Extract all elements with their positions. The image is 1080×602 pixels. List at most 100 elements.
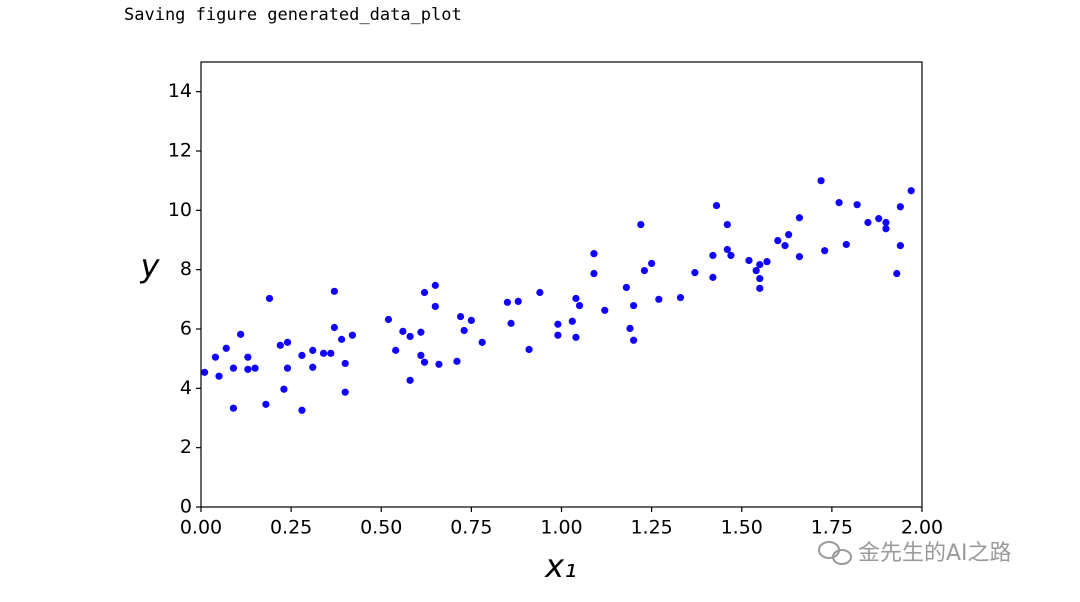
point — [211, 353, 220, 361]
y-tick-label: 4 — [180, 377, 192, 399]
point — [330, 323, 338, 332]
point — [781, 242, 789, 250]
point — [864, 218, 872, 227]
point — [327, 349, 335, 357]
point — [392, 346, 400, 354]
point — [835, 199, 843, 207]
point — [514, 297, 522, 306]
point — [417, 351, 425, 360]
point — [727, 251, 735, 260]
point — [229, 364, 238, 372]
point — [752, 266, 760, 275]
point — [341, 359, 349, 368]
point — [763, 258, 771, 266]
x-tick-label: 0.25 — [270, 517, 312, 539]
point — [630, 301, 638, 310]
x-tick-label: 1.25 — [630, 517, 672, 539]
point — [298, 351, 306, 360]
point — [460, 326, 468, 335]
point — [655, 295, 663, 303]
point — [622, 283, 630, 292]
y-tick-label: 14 — [168, 80, 192, 102]
point — [590, 269, 598, 278]
point — [568, 317, 576, 325]
point — [745, 256, 753, 265]
y-axis-label: y — [140, 247, 161, 285]
point — [626, 324, 634, 333]
point — [503, 298, 512, 306]
point — [554, 331, 562, 339]
point — [298, 406, 306, 414]
output-text: Saving figure generated_data_plot — [124, 5, 462, 25]
y-tick-label: 6 — [180, 318, 192, 340]
point — [319, 349, 328, 357]
y-tick-label: 12 — [168, 140, 192, 162]
point — [648, 259, 656, 268]
x-axis-label: x₁ — [544, 547, 577, 585]
y-tick-label: 10 — [168, 199, 192, 221]
point — [431, 281, 439, 289]
point — [435, 360, 443, 368]
point — [244, 353, 252, 361]
point — [215, 372, 223, 380]
point — [875, 215, 883, 223]
point — [201, 368, 209, 376]
point — [431, 302, 439, 311]
point — [348, 331, 357, 339]
point — [676, 293, 685, 302]
x-tick-label: 1.75 — [811, 517, 853, 539]
point — [756, 284, 764, 292]
point — [842, 240, 850, 249]
point — [262, 400, 270, 408]
point — [756, 261, 764, 269]
x-tick-label: 0.50 — [360, 517, 402, 539]
point — [467, 316, 475, 324]
point — [896, 203, 904, 211]
point — [237, 330, 245, 338]
point — [853, 201, 861, 209]
point — [507, 319, 515, 327]
point — [709, 251, 717, 260]
point — [590, 250, 598, 258]
point — [756, 274, 764, 283]
point — [723, 245, 731, 254]
point — [478, 338, 486, 346]
point — [525, 345, 533, 354]
y-tick-label: 8 — [180, 258, 192, 280]
point — [276, 341, 284, 349]
point — [774, 236, 782, 245]
point — [244, 365, 252, 373]
point — [785, 231, 793, 239]
point — [554, 320, 562, 328]
point — [406, 376, 414, 384]
point — [456, 312, 465, 321]
point — [795, 253, 804, 261]
point — [265, 294, 274, 303]
point — [229, 404, 238, 412]
point — [712, 201, 721, 210]
point — [795, 214, 804, 222]
point — [709, 273, 717, 281]
point — [691, 269, 699, 277]
point — [283, 338, 292, 346]
point — [723, 220, 731, 229]
plot-frame — [200, 61, 923, 508]
point — [893, 269, 901, 278]
point — [907, 187, 915, 195]
point — [406, 332, 414, 341]
point — [896, 242, 904, 250]
point — [330, 287, 338, 295]
point — [572, 333, 580, 341]
point — [283, 364, 292, 372]
point — [420, 358, 429, 366]
y-tick-label: 0 — [180, 496, 192, 518]
x-tick-label: 0.00 — [180, 517, 222, 539]
point — [280, 385, 288, 393]
point — [341, 388, 349, 396]
point — [453, 357, 461, 365]
point — [399, 327, 407, 335]
point — [536, 288, 544, 297]
point — [309, 363, 317, 371]
